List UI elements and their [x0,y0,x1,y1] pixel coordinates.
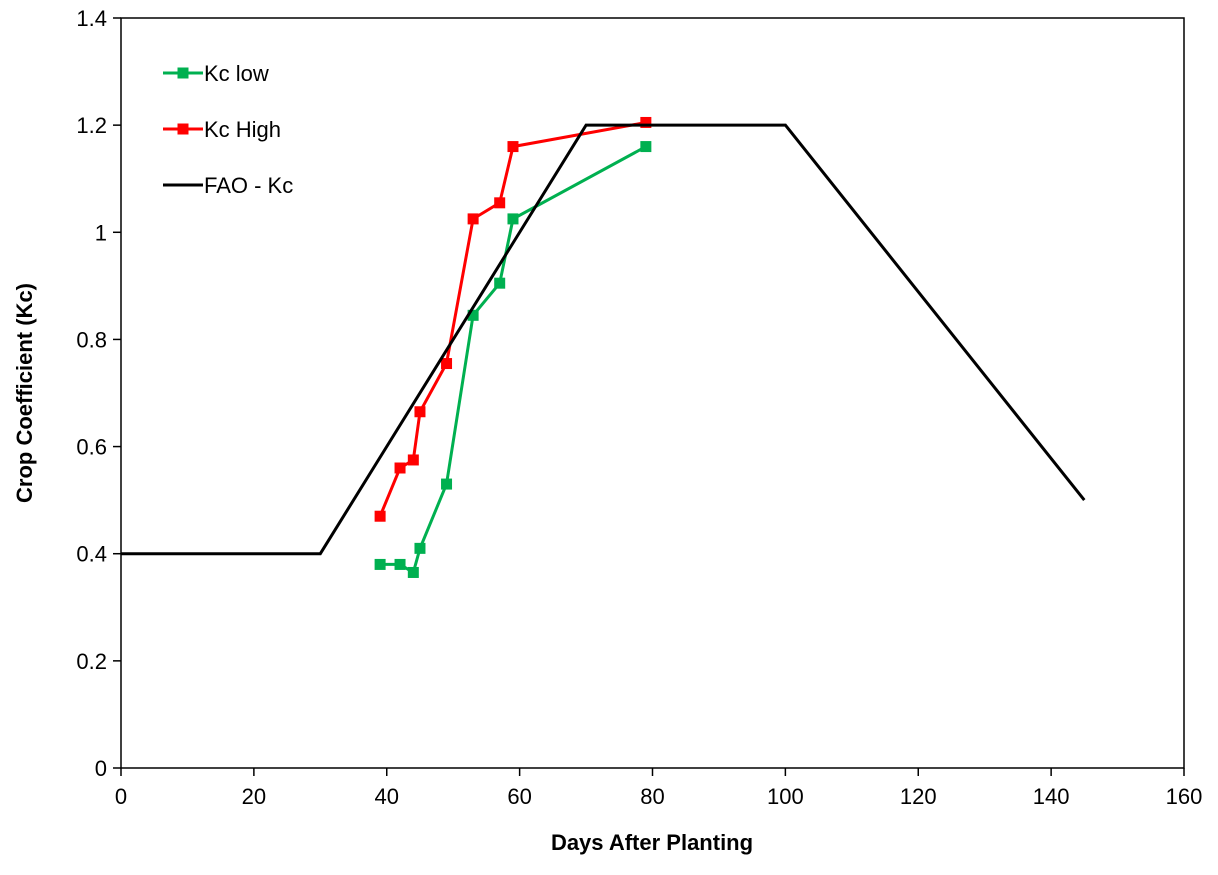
y-tick-label: 1 [95,220,107,245]
data-point-kc-low [394,558,406,570]
x-axis-ticks: 0 20 40 60 80 100 120 140 160 [115,768,1202,809]
series-kc-low [374,141,652,578]
x-tick-label: 40 [375,784,399,809]
data-point-kc-low [494,277,506,289]
y-tick-label: 0.6 [76,435,107,460]
data-point-kc-low [374,558,386,570]
data-point-kc-high [507,141,519,153]
legend-item-kc-low: Kc low [163,61,269,86]
data-point-kc-low [640,141,652,153]
data-point-kc-high [441,358,453,370]
data-point-kc-low [441,478,453,490]
data-point-kc-high [467,213,479,225]
y-tick-label: 1.2 [76,113,107,138]
y-tick-label: 1.4 [76,6,107,31]
x-tick-label: 140 [1033,784,1070,809]
x-axis-title: Days After Planting [551,830,753,855]
y-tick-label: 0 [95,756,107,781]
data-point-kc-high [494,197,506,209]
data-point-kc-low [467,309,479,321]
y-axis-ticks: 0 0.2 0.4 0.6 0.8 1 1.2 1.4 [76,6,121,781]
legend-item-fao-kc: FAO - Kc [163,173,293,198]
data-point-kc-low [507,213,519,225]
x-tick-label: 0 [115,784,127,809]
x-tick-label: 60 [507,784,531,809]
y-tick-label: 0.8 [76,327,107,352]
legend-label: FAO - Kc [204,173,293,198]
y-tick-label: 0.2 [76,649,107,674]
x-tick-label: 100 [767,784,804,809]
y-tick-label: 0.4 [76,542,107,567]
legend-label: Kc High [204,117,281,142]
series-layer [121,116,1086,578]
legend-marker [177,123,189,135]
legend-label: Kc low [204,61,269,86]
x-tick-label: 160 [1166,784,1203,809]
data-point-kc-high [414,406,426,418]
data-point-kc-high [374,510,386,522]
series-kc-high [374,116,652,522]
series-fao-kc [121,123,1086,556]
x-tick-label: 120 [900,784,937,809]
x-tick-label: 80 [640,784,664,809]
y-axis-title: Crop Coefficient (Kc) [12,283,37,503]
x-tick-label: 20 [242,784,266,809]
legend: Kc low Kc High FAO - Kc [163,61,293,198]
series-line-fao-kc [121,123,1086,556]
data-point-kc-high [640,116,652,128]
data-point-kc-low [414,542,426,554]
data-point-kc-low [407,566,419,578]
data-point-kc-high [407,454,419,466]
legend-marker [177,67,189,79]
data-point-kc-high [394,462,406,474]
legend-item-kc-high: Kc High [163,117,281,142]
